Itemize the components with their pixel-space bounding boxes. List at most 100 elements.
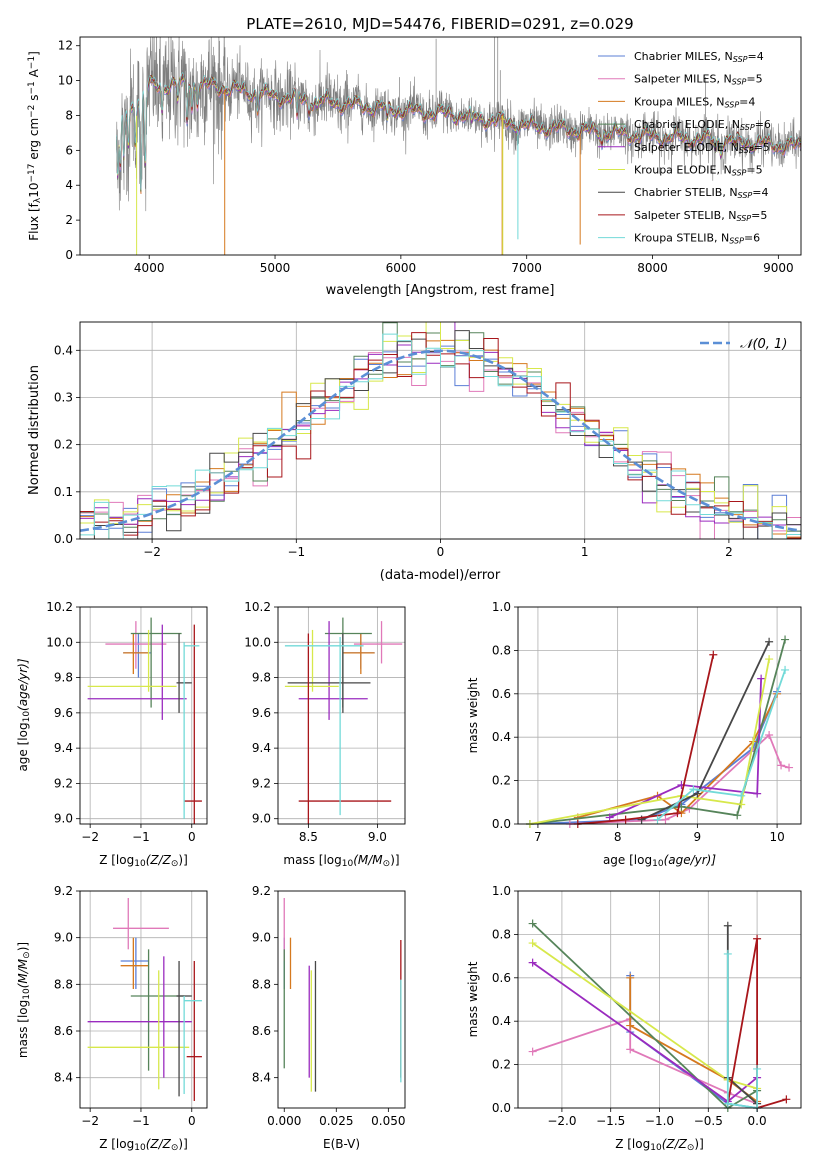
legend-sub: SSP [736, 214, 751, 223]
series-marker [723, 949, 732, 958]
y-tick-label: 0.0 [492, 817, 511, 831]
legend-entry: 𝒩(0, 1) [740, 337, 787, 352]
panel-massweight_vs_age: 7 8 9 10 0.0 0.2 0.4 0.6 0.8 1.0 mass weight age [l… [466, 600, 802, 869]
y-tick-label: 12 [58, 39, 73, 53]
legend-entry: Salpeter ELODIE, NSSP=5 [634, 141, 770, 155]
legend-sep: , [724, 141, 731, 154]
panel-mass_vs_z: −2 −1 08.48.68.89.09.2Z [log10(Z/Z⊙)]mass … [16, 884, 208, 1153]
legend-sep: , [722, 186, 729, 199]
y-tick-label: 0.6 [492, 687, 511, 701]
x-axis-label-part: ⊙ [171, 859, 179, 869]
y-axis-label-part: −1 [27, 56, 37, 69]
series-marker [626, 973, 635, 982]
legend-eq: = [746, 164, 755, 177]
x-tick-label: 7000 [511, 261, 542, 275]
series-marker [757, 674, 766, 683]
x-tick-label: 8.5 [299, 830, 318, 844]
legend-entry: Chabrier ELODIE, NSSP=6 [634, 118, 771, 132]
legend-eq: = [752, 186, 761, 199]
x-axis-label-part: mass [log [283, 853, 341, 867]
y-tick-label: 9.6 [54, 706, 73, 720]
legend-name: Chabrier ELODIE [634, 118, 725, 131]
series-marker [733, 811, 742, 820]
y-axis-label-part: λ [33, 197, 43, 203]
x-axis-label-part: 10 [134, 859, 146, 869]
axes-frame [277, 890, 406, 1109]
series-marker [765, 731, 774, 740]
x-axis-label-part: (M/M [353, 853, 383, 867]
legend-name: Kroupa MILES [634, 95, 709, 108]
legend-sep: , [718, 50, 725, 63]
legend-entry: Chabrier STELIB, NSSP=4 [634, 186, 768, 200]
x-tick-label: 0 [437, 545, 445, 559]
series-marker [723, 921, 732, 930]
y-tick-label: 0.8 [492, 927, 511, 941]
legend-eq: = [746, 73, 755, 86]
legend-eq: = [755, 118, 764, 131]
y-tick-label: 9.6 [252, 706, 271, 720]
series-marker [737, 800, 746, 809]
y-tick-label: 10.0 [244, 635, 271, 649]
x-tick-label: 5000 [260, 261, 291, 275]
x-tick-label: 6000 [386, 261, 417, 275]
legend-name: Kroupa ELODIE [634, 164, 716, 177]
x-axis-label: age [log10(age/yr)] [603, 853, 716, 869]
legend-n: N [728, 209, 736, 222]
y-tick-label: 1.0 [492, 600, 511, 614]
series-marker [626, 1045, 635, 1054]
legend-n: N [729, 186, 737, 199]
y-tick-label: 10.0 [46, 635, 73, 649]
y-axis-label-part: 10 [22, 711, 32, 723]
legend-nssp: 4 [761, 186, 768, 199]
panels: 4000 5000 6000 7000 8000 9000024681012wavelen… [16, 36, 802, 1153]
x-tick-label: −2.0 [547, 1114, 576, 1128]
series-marker [765, 655, 774, 664]
legend-sep: , [716, 73, 723, 86]
y-tick-label: 9.2 [54, 776, 73, 790]
axes-frame [79, 321, 802, 540]
series-line-4 [532, 961, 758, 1103]
series-line-8 [656, 669, 786, 821]
legend-entry: Salpeter MILES, NSSP=5 [634, 73, 763, 87]
legend-sub: SSP [738, 191, 753, 200]
legend-n: N [716, 95, 724, 108]
y-axis-label: Flux [fλ10−17 erg cm−2 s−1 A−1] [27, 51, 43, 241]
series-marker [753, 789, 762, 798]
y-tick-label: 0.1 [54, 485, 73, 499]
legend-sub: SSP [729, 237, 744, 246]
x-axis-label: Z [log10(Z/Z⊙)] [615, 1137, 704, 1153]
x-axis-label-part: )] [694, 1137, 703, 1151]
y-tick-label: 9.8 [252, 671, 271, 685]
x-axis-label-part: age [log [603, 853, 652, 867]
plot-area-age_vs_z [87, 617, 202, 824]
legend-eq: = [751, 209, 760, 222]
legend-n: N [725, 50, 733, 63]
y-tick-label: 9.2 [54, 884, 73, 898]
axes-frame [277, 606, 406, 825]
plot-area-residuals [80, 322, 801, 539]
y-tick-label: 9.0 [54, 812, 73, 826]
y-axis-label: age [log10(age/yr)] [16, 658, 32, 771]
y-tick-label: 8.4 [54, 1071, 73, 1085]
x-axis-label-part: 10 [134, 1143, 146, 1153]
y-tick-label: 10 [58, 74, 73, 88]
y-tick-label: 10.2 [244, 600, 271, 614]
panel-age_vs_mass: 8.5 9.0 9.0 9.2 9.4 9.6 9.8 10.0 10.2 mass [log10… [244, 600, 406, 869]
x-tick-label: 2 [725, 545, 733, 559]
y-axis-label-part: A [27, 68, 41, 81]
x-tick-label: −2 [81, 1114, 99, 1128]
y-tick-label: 8.8 [252, 977, 271, 991]
series-line-3 [531, 922, 758, 1110]
y-tick-label: 0.4 [492, 730, 511, 744]
x-tick-label: 1 [581, 545, 589, 559]
y-tick-label: 0.8 [492, 643, 511, 657]
y-axis-label-part: −1 [27, 81, 37, 94]
x-tick-label: 9 [694, 830, 702, 844]
x-tick-label: −0.5 [694, 1114, 723, 1128]
x-tick-label: −2 [143, 545, 161, 559]
x-tick-label: −1.5 [596, 1114, 625, 1128]
y-tick-label: 4 [65, 178, 73, 192]
normal-curve [80, 349, 801, 532]
y-axis-label: mass weight [466, 677, 480, 753]
